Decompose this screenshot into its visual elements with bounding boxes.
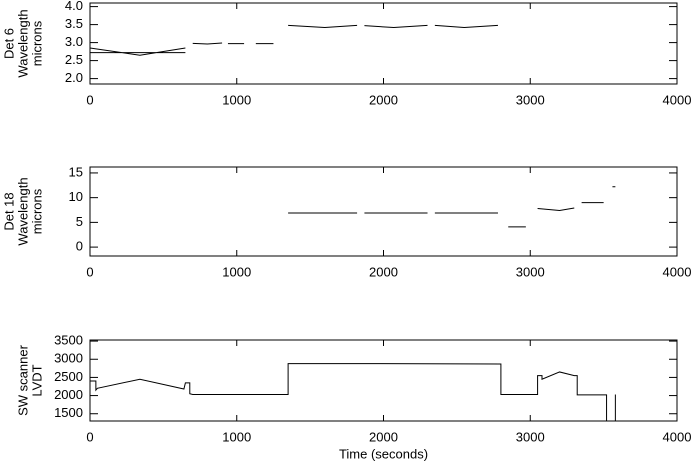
y-axis-label: Det 6 xyxy=(1,28,16,59)
y-tick-label: 2.5 xyxy=(65,52,83,67)
x-tick-label: 2000 xyxy=(369,429,398,444)
y-tick-label: 4.0 xyxy=(65,0,83,13)
x-tick-label: 0 xyxy=(86,264,93,279)
x-tick-label: 4000 xyxy=(663,92,692,107)
x-tick-label: 4000 xyxy=(663,264,692,279)
x-tick-label: 3000 xyxy=(516,264,545,279)
x-tick-label: 1000 xyxy=(222,429,251,444)
x-tick-label: 1000 xyxy=(222,264,251,279)
y-axis-label: SW scanner xyxy=(15,344,30,415)
x-tick-label: 3000 xyxy=(516,429,545,444)
y-axis-label: microns xyxy=(29,20,44,66)
y-tick-label: 3000 xyxy=(54,351,83,366)
plot-frame xyxy=(89,339,678,422)
x-tick-label: 0 xyxy=(86,92,93,107)
x-tick-label: 0 xyxy=(86,429,93,444)
y-tick-label: 3500 xyxy=(54,333,83,348)
y-axis-label: microns xyxy=(29,188,44,234)
y-tick-label: 10 xyxy=(69,189,83,204)
y-tick-label: 3.0 xyxy=(65,34,83,49)
x-tick-label: 2000 xyxy=(369,264,398,279)
y-tick-label: 5 xyxy=(76,214,83,229)
x-axis-label: Time (seconds) xyxy=(339,446,428,461)
data-line xyxy=(89,363,616,421)
y-tick-label: 3.5 xyxy=(65,16,83,31)
x-tick-label: 2000 xyxy=(369,92,398,107)
plot-frame xyxy=(89,2,678,85)
y-axis-label: LVDT xyxy=(29,364,44,396)
x-tick-label: 3000 xyxy=(516,92,545,107)
x-tick-label: 1000 xyxy=(222,92,251,107)
y-axis-label: Det 18 xyxy=(1,192,16,230)
y-tick-label: 15 xyxy=(69,164,83,179)
y-tick-label: 2500 xyxy=(54,369,83,384)
plot-frame xyxy=(89,166,678,257)
y-axis-label: Wavelength xyxy=(15,9,30,77)
y-axis-label: Wavelength xyxy=(15,177,30,245)
data-line xyxy=(89,24,498,56)
y-tick-label: 2.0 xyxy=(65,70,83,85)
y-tick-label: 2000 xyxy=(54,387,83,402)
y-tick-label: 0 xyxy=(76,239,83,254)
y-tick-label: 1500 xyxy=(54,405,83,420)
data-line xyxy=(288,186,616,228)
x-tick-label: 4000 xyxy=(663,429,692,444)
